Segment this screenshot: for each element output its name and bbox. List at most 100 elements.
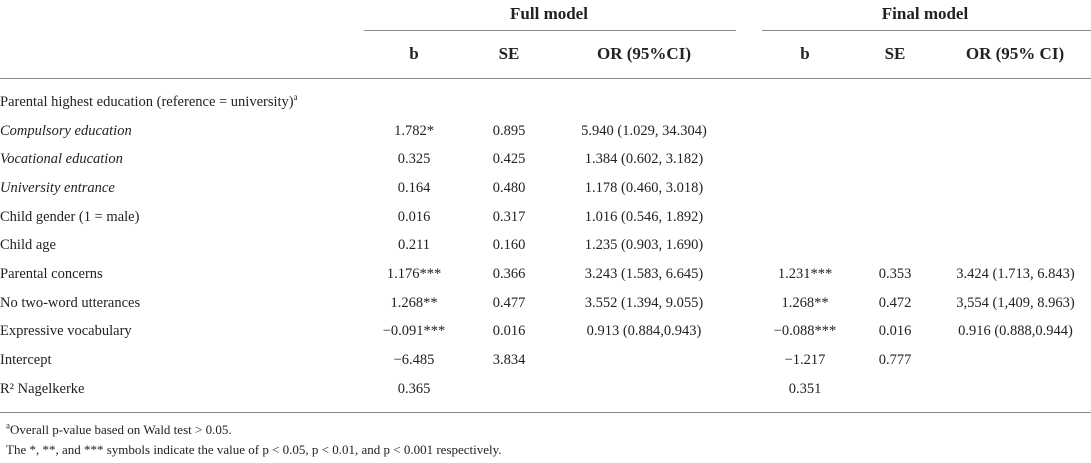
cell-final-b: 0.351 xyxy=(788,380,822,397)
cell-final-or xyxy=(940,346,1091,375)
cell-full-b: 1.268** xyxy=(390,294,438,311)
column-gap xyxy=(734,375,760,404)
column-gap xyxy=(734,145,760,174)
table-row: Child age 0.211 0.160 1.235 (0.903, 1.690) xyxy=(0,231,1091,260)
column-header-full-se: SE xyxy=(498,44,520,63)
cell-final-se: 0.353 xyxy=(878,265,912,282)
cell-final-or xyxy=(940,231,1091,260)
row-label: Expressive vocabulary xyxy=(0,318,364,347)
cell-full-se xyxy=(464,375,554,404)
column-gap xyxy=(734,88,760,117)
column-header-final-se: SE xyxy=(884,44,906,63)
cell-full-b: 0.164 xyxy=(397,179,431,196)
column-gap xyxy=(734,260,760,289)
row-label: Child gender (1 = male) xyxy=(0,203,364,232)
cell-final-b xyxy=(760,145,850,174)
cell-full-b xyxy=(364,88,464,117)
cell-full-b: 0.365 xyxy=(397,380,431,397)
cell-final-se xyxy=(850,231,940,260)
cell-final-se: 0.016 xyxy=(878,323,912,340)
footnote-a: aOverall p-value based on Wald test > 0.… xyxy=(6,420,502,440)
cell-full-or: 1.016 (0.546, 1.892) xyxy=(584,208,704,225)
cell-full-se xyxy=(464,88,554,117)
row-label-text: University entrance xyxy=(0,179,115,196)
table-row: Parental concerns 1.176*** 0.366 3.243 (1.5… xyxy=(0,260,1091,289)
row-label: R² Nagelkerke xyxy=(0,375,364,404)
column-gap xyxy=(734,346,760,375)
cell-final-b xyxy=(760,117,850,146)
cell-full-or: 3.552 (1.394, 9.055) xyxy=(584,294,704,311)
cell-final-b xyxy=(760,174,850,203)
regression-table: Parental highest education (reference = … xyxy=(0,88,1091,404)
footnote-a-marker: a xyxy=(6,420,10,431)
footnote-significance: The *, **, and *** symbols indicate the … xyxy=(6,442,502,457)
cell-final-se xyxy=(850,375,940,404)
cell-full-b: 0.325 xyxy=(397,151,431,168)
cell-full-se: 3.834 xyxy=(492,352,526,369)
table-row: Compulsory education 1.782* 0.895 5.940 (1.… xyxy=(0,117,1091,146)
cell-full-se: 0.477 xyxy=(492,294,526,311)
cell-final-or xyxy=(940,203,1091,232)
cell-final-se: 0.777 xyxy=(878,352,912,369)
cell-full-or: 0.913 (0.884,0.943) xyxy=(586,323,702,340)
cell-full-b: 0.016 xyxy=(397,208,431,225)
row-label-text: Expressive vocabulary xyxy=(0,323,132,340)
row-label-text: No two-word utterances xyxy=(0,294,141,311)
cell-final-se xyxy=(850,88,940,117)
cell-final-b xyxy=(760,88,850,117)
row-label-text: Parental concerns xyxy=(0,265,103,282)
cell-final-or xyxy=(940,145,1091,174)
cell-full-b: 1.782* xyxy=(394,122,434,139)
cell-full-b: 0.211 xyxy=(397,237,431,254)
cell-full-or: 1.384 (0.602, 3.182) xyxy=(584,151,704,168)
row-label: University entrance xyxy=(0,174,364,203)
row-label-footnote-marker: a xyxy=(293,92,298,103)
cell-full-se: 0.425 xyxy=(492,151,526,168)
row-label: No two-word utterances xyxy=(0,289,364,318)
cell-full-se: 0.016 xyxy=(492,323,526,340)
column-gap xyxy=(734,231,760,260)
column-gap xyxy=(734,174,760,203)
table-row: Intercept −6.485 3.834 −1.217 0.777 xyxy=(0,346,1091,375)
cell-final-or: 3,554 (1,409, 8.963) xyxy=(956,294,1075,311)
cell-full-or: 1.235 (0.903, 1.690) xyxy=(584,237,704,254)
row-label: Vocational education xyxy=(0,145,364,174)
group-rule-full xyxy=(364,30,736,31)
header-bottom-rule xyxy=(0,78,1091,79)
row-label: Child age xyxy=(0,231,364,260)
row-label: Parental highest education (reference = … xyxy=(0,88,364,117)
cell-final-or xyxy=(940,174,1091,203)
footnote-a-text: Overall p-value based on Wald test > 0.0… xyxy=(10,422,232,437)
column-gap xyxy=(734,289,760,318)
cell-final-se: 0.472 xyxy=(878,294,912,311)
table-row: No two-word utterances 1.268** 0.477 3.552 … xyxy=(0,289,1091,318)
cell-full-or xyxy=(554,375,734,404)
cell-full-or: 1.178 (0.460, 3.018) xyxy=(584,179,704,196)
column-gap xyxy=(734,117,760,146)
table-row: University entrance 0.164 0.480 1.178 (0.46… xyxy=(0,174,1091,203)
cell-final-b xyxy=(760,203,850,232)
row-label: Parental concerns xyxy=(0,260,364,289)
cell-full-or xyxy=(554,88,734,117)
cell-final-or xyxy=(940,88,1091,117)
cell-final-b: 1.268** xyxy=(781,294,829,311)
column-gap xyxy=(734,203,760,232)
cell-final-b xyxy=(760,231,850,260)
row-label-text: Vocational education xyxy=(0,151,123,168)
cell-final-b: −1.217 xyxy=(784,352,826,369)
cell-full-b: 1.176*** xyxy=(386,265,442,282)
row-label-text: Child gender (1 = male) xyxy=(0,208,140,225)
group-header-full-model: Full model xyxy=(510,4,588,23)
group-rule-final xyxy=(762,30,1091,31)
column-header-full-or: OR (95%CI) xyxy=(597,44,691,63)
cell-final-se xyxy=(850,174,940,203)
cell-final-se xyxy=(850,145,940,174)
cell-full-se: 0.480 xyxy=(492,179,526,196)
table-row: Parental highest education (reference = … xyxy=(0,88,1091,117)
footnotes: aOverall p-value based on Wald test > 0.… xyxy=(6,420,502,460)
row-label-text: Compulsory education xyxy=(0,122,132,139)
column-header-final-b: b xyxy=(800,44,810,63)
row-label: Compulsory education xyxy=(0,117,364,146)
cell-final-or: 0.916 (0.888,0.944) xyxy=(958,323,1073,340)
group-header-final-model: Final model xyxy=(881,4,969,23)
